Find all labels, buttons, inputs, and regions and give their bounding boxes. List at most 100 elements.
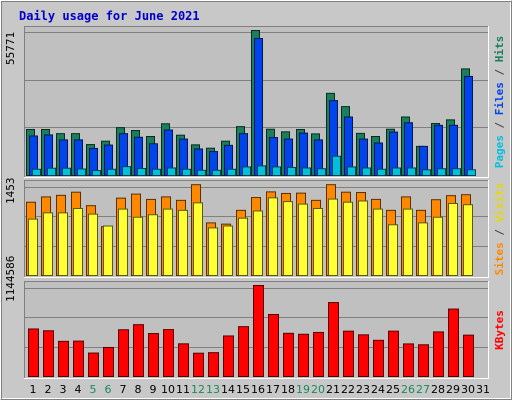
- bar-pages-day-7: [122, 166, 131, 176]
- bar-kbytes-day-11: [178, 343, 189, 377]
- bar-files-day-16: [254, 37, 263, 177]
- bar-sites-day-22: [343, 201, 353, 276]
- bar-pages-day-6: [107, 168, 116, 176]
- bar-pages-day-23: [362, 167, 371, 176]
- bar-pages-day-17: [272, 166, 281, 177]
- bar-kbytes-day-4: [73, 340, 84, 377]
- bar-kbytes-day-22: [343, 330, 354, 378]
- bar-pages-day-18: [287, 166, 296, 177]
- bar-sites-day-28: [433, 216, 443, 276]
- bar-pages-day-11: [182, 168, 191, 176]
- bar-pages-day-26: [407, 167, 416, 176]
- bar-pages-day-29: [452, 168, 461, 177]
- bar-kbytes-day-15: [238, 326, 249, 378]
- x-tick-label: 19: [296, 383, 310, 396]
- bar-sites-day-23: [358, 200, 368, 276]
- bar-sites-day-14: [223, 225, 233, 276]
- x-tick-label: 13: [206, 383, 220, 396]
- bar-sites-day-6: [103, 225, 113, 276]
- ymax-label: 1453: [4, 178, 17, 205]
- bar-sites-day-2: [43, 212, 53, 276]
- bar-pages-day-5: [92, 170, 101, 176]
- bar-sites-day-9: [148, 214, 158, 277]
- bar-kbytes-day-10: [163, 329, 174, 378]
- x-tick-label: 31: [476, 383, 490, 396]
- axis-legend-part: Pages: [493, 135, 506, 168]
- bar-pages-day-21: [332, 155, 341, 176]
- x-tick-label: 18: [281, 383, 295, 396]
- bar-sites-day-25: [388, 224, 398, 277]
- x-tick-label: 5: [90, 383, 97, 396]
- bar-pages-day-14: [227, 168, 236, 176]
- axis-legend-part: /: [493, 62, 506, 82]
- bar-sites-day-17: [268, 197, 278, 276]
- axis-legend: KBytes: [493, 310, 506, 350]
- ymax-label: 55771: [4, 32, 17, 65]
- bar-kbytes-day-17: [268, 313, 279, 377]
- bar-sites-day-8: [133, 216, 143, 276]
- bar-pages-day-10: [167, 167, 176, 176]
- bar-kbytes-day-1: [28, 328, 39, 378]
- x-tick-label: 28: [431, 383, 445, 396]
- bar-kbytes-day-18: [283, 332, 294, 377]
- x-tick-label: 1: [30, 383, 37, 396]
- axis-legend-part: Hits: [493, 36, 506, 63]
- bar-kbytes-day-27: [418, 344, 429, 378]
- bar-kbytes-day-9: [148, 333, 159, 377]
- bar-pages-day-16: [257, 165, 266, 177]
- bar-kbytes-day-30: [463, 334, 474, 377]
- bar-pages-day-1: [32, 168, 41, 176]
- bar-sites-day-29: [448, 202, 458, 276]
- x-tick-label: 24: [371, 383, 385, 396]
- bar-sites-day-19: [298, 203, 308, 276]
- x-axis: 1 2 3 4 5 6 7 8 9 10 11 12 13 14 15 16 17 18 19 20 21 22 23 24 2…: [30, 383, 491, 396]
- bar-pages-day-28: [437, 168, 446, 177]
- bar-sites-day-10: [163, 208, 173, 277]
- bar-pages-day-8: [137, 167, 146, 177]
- bar-pages-day-2: [47, 167, 56, 176]
- axis-legend: Sites / Visits: [493, 183, 506, 276]
- panel-hits-files-pages: 55771 Pages / Files / Hits: [4, 26, 506, 178]
- x-tick-label: 29: [446, 383, 460, 396]
- bar-pages-day-20: [317, 168, 326, 177]
- bar-pages-day-30: [467, 169, 476, 177]
- axis-legend: Pages / Files / Hits: [493, 36, 506, 169]
- bar-pages-day-15: [242, 166, 251, 177]
- bar-kbytes-day-13: [208, 352, 219, 378]
- bar-sites-day-13: [208, 227, 218, 277]
- x-tick-label: 30: [461, 383, 475, 396]
- x-tick-label: 22: [341, 383, 355, 396]
- bar-pages-day-4: [77, 168, 86, 177]
- panels: 55771 Pages / Files / Hits 1453 Sites / Vis…: [4, 26, 506, 379]
- bar-kbytes-day-26: [403, 343, 414, 378]
- x-tick-label: 17: [266, 383, 280, 396]
- x-tick-label: 12: [191, 383, 205, 396]
- bar-pages-day-19: [302, 167, 311, 176]
- bar-sites-day-18: [283, 201, 293, 276]
- bar-files-day-30: [464, 75, 473, 176]
- bar-sites-day-24: [373, 208, 383, 277]
- axis-legend-part: /: [493, 115, 506, 135]
- bar-pages-day-24: [377, 168, 386, 176]
- x-tick-label: 9: [150, 383, 157, 396]
- bar-kbytes-day-20: [313, 331, 324, 377]
- bar-kbytes-day-23: [358, 334, 369, 377]
- axis-legend-part: Visits: [493, 183, 506, 223]
- bar-kbytes-day-5: [88, 352, 99, 378]
- x-tick-label: 25: [386, 383, 400, 396]
- x-tick-label: 6: [105, 383, 112, 396]
- x-tick-label: 11: [176, 383, 190, 396]
- bar-kbytes-day-6: [103, 346, 114, 377]
- bar-kbytes-day-29: [448, 308, 459, 377]
- x-tick-label: 8: [135, 383, 142, 396]
- bar-sites-day-27: [418, 222, 428, 276]
- bar-kbytes-day-25: [388, 330, 399, 378]
- bar-kbytes-day-14: [223, 335, 234, 377]
- panel-kbytes: 1144586 KBytes: [4, 256, 506, 379]
- x-tick-label: 16: [251, 383, 265, 396]
- axis-legend-part: KBytes: [493, 310, 506, 350]
- axis-legend-part: Files: [493, 82, 506, 115]
- bar-sites-day-3: [58, 212, 68, 276]
- bar-sites-day-5: [88, 213, 98, 276]
